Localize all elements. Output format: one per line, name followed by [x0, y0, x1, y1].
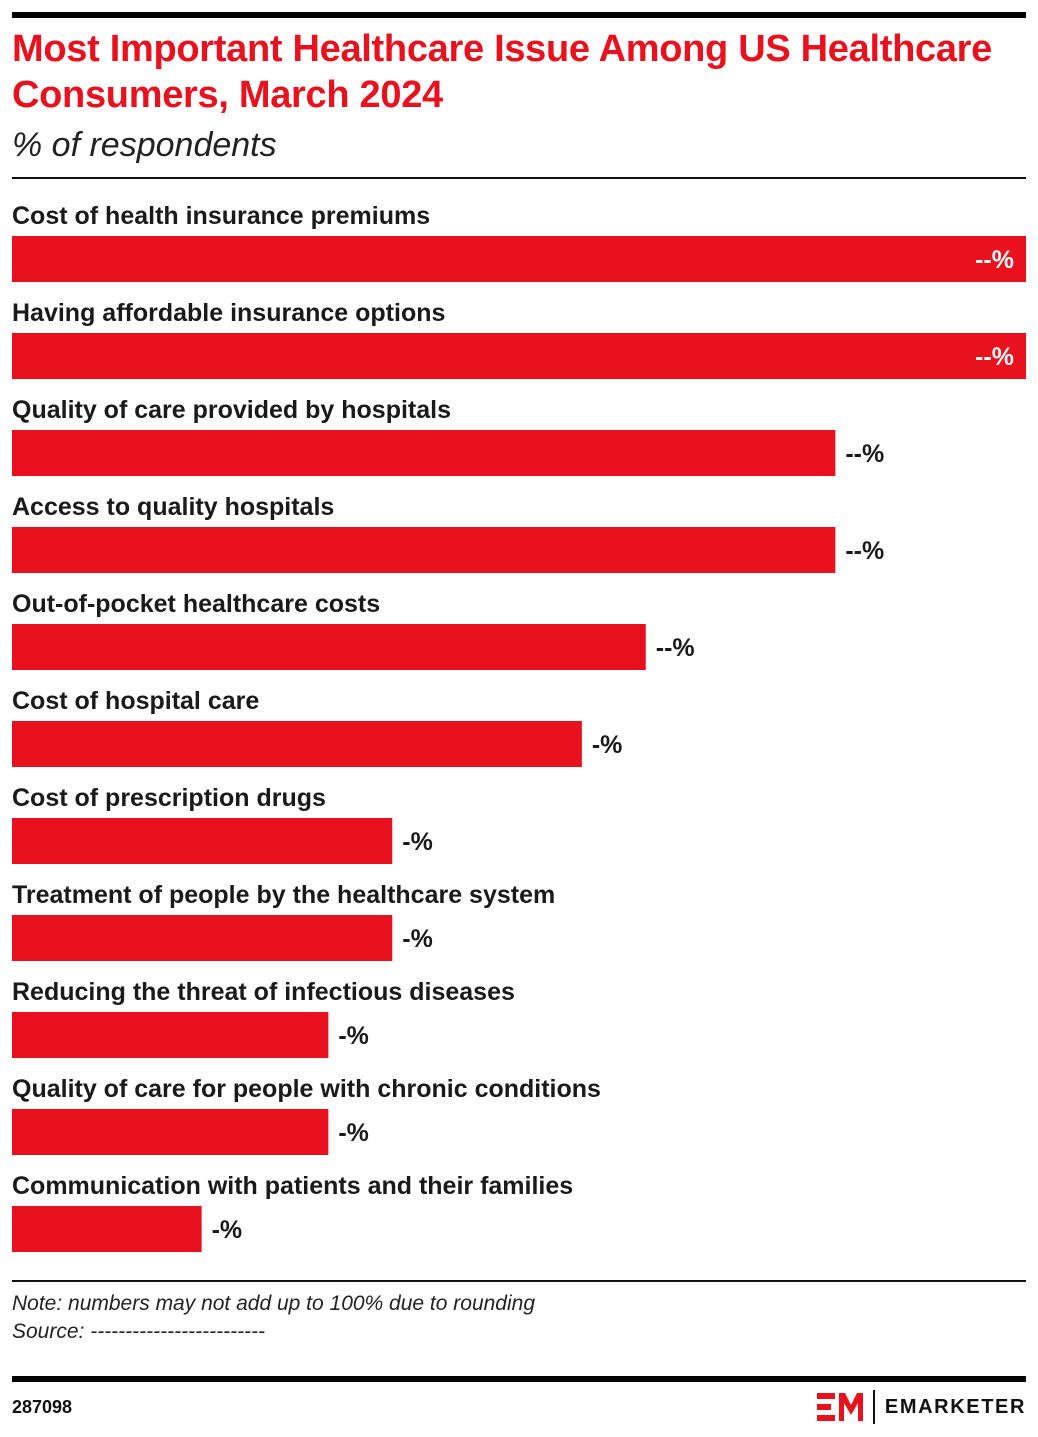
footer-divider — [12, 1280, 1026, 1282]
value-label: --% — [845, 537, 884, 565]
chart-id: 287098 — [12, 1397, 73, 1417]
value-label: --% — [656, 634, 695, 662]
bar-chart: Cost of health insurance premiums --% Havi… — [12, 202, 1026, 1252]
bar — [12, 721, 582, 767]
value-label: -% — [402, 925, 433, 953]
chart-subtitle: % of respondents — [12, 126, 277, 164]
bar — [12, 236, 1026, 282]
top-rule — [12, 12, 1026, 18]
value-label: --% — [975, 246, 1014, 274]
bar — [12, 915, 393, 961]
value-label: -% — [592, 731, 623, 759]
em-logo-icon — [816, 1393, 863, 1421]
value-label: -% — [402, 828, 433, 856]
value-label: --% — [975, 343, 1014, 371]
bar — [12, 818, 393, 864]
value-label: --% — [845, 440, 884, 468]
category-label: Cost of health insurance premiums — [12, 202, 430, 230]
bar — [12, 527, 836, 573]
emarketer-logo: EMARKETER — [816, 1390, 1026, 1424]
category-label: Cost of hospital care — [12, 687, 259, 715]
value-label: -% — [338, 1022, 369, 1050]
note-text: Note: numbers may not add up to 100% due… — [12, 1292, 536, 1315]
bar — [12, 333, 1026, 379]
value-label: -% — [338, 1119, 369, 1147]
category-label: Out-of-pocket healthcare costs — [12, 590, 380, 618]
category-label: Quality of care provided by hospitals — [12, 396, 451, 424]
category-label: Treatment of people by the healthcare sy… — [12, 881, 555, 909]
category-label: Cost of prescription drugs — [12, 784, 326, 812]
bar — [12, 1109, 329, 1155]
bar — [12, 624, 646, 670]
bar — [12, 1012, 329, 1058]
category-label: Reducing the threat of infectious diseas… — [12, 978, 515, 1006]
category-label: Quality of care for people with chronic … — [12, 1075, 601, 1103]
category-label: Access to quality hospitals — [12, 493, 334, 521]
category-label: Communication with patients and their fa… — [12, 1172, 573, 1200]
logo-separator — [872, 1390, 875, 1424]
brand-name: EMARKETER — [884, 1395, 1026, 1418]
chart-notes: Note: numbers may not add up to 100% due… — [12, 1290, 535, 1346]
bar — [12, 430, 836, 476]
category-label: Having affordable insurance options — [12, 299, 445, 327]
header-divider — [12, 177, 1026, 179]
source-text: Source: ------------------------- — [12, 1320, 266, 1343]
chart-title: Most Important Healthcare Issue Among US… — [12, 28, 992, 116]
value-label: -% — [212, 1216, 243, 1244]
bar — [12, 1206, 202, 1252]
bottom-rule — [12, 1376, 1026, 1382]
